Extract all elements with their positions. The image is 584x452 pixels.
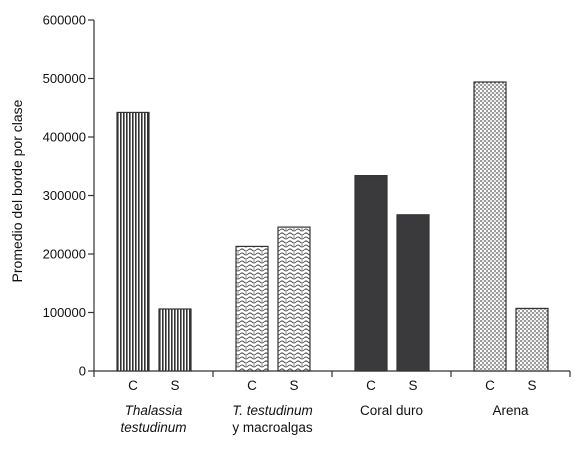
y-tick-label: 500000 — [43, 71, 86, 86]
x-category-label: S — [527, 378, 536, 393]
group-labels: Thalassia testudinum T. testudinum y macroa… — [120, 403, 529, 435]
x-category-label: C — [128, 378, 138, 393]
bar — [116, 111, 150, 372]
bar — [515, 307, 549, 372]
y-ticks: 0 100000 200000 300000 400000 500000 600000 — [43, 13, 94, 379]
y-tick-label: 600000 — [43, 13, 86, 28]
y-axis-title: Promedio del borde por clase — [9, 99, 25, 282]
group-label: Thalassia — [125, 403, 183, 418]
x-category-label: S — [170, 378, 179, 393]
x-category-label: C — [485, 378, 495, 393]
bar — [473, 81, 507, 372]
group-label: y macroalgas — [232, 420, 313, 435]
y-tick-label: 100000 — [43, 305, 86, 320]
y-tick-label: 200000 — [43, 247, 86, 262]
x-category-label: C — [247, 378, 257, 393]
y-tick-label: 300000 — [43, 188, 86, 203]
bars — [116, 81, 549, 372]
x-category-label: S — [289, 378, 298, 393]
y-tick-label: 0 — [79, 364, 86, 379]
bar — [158, 308, 192, 372]
y-tick-label: 400000 — [43, 130, 86, 145]
group-label: T. testudinum — [232, 403, 313, 418]
bar — [354, 175, 388, 372]
bar — [235, 245, 269, 372]
x-category-label: C — [366, 378, 376, 393]
group-label: Arena — [492, 403, 529, 418]
bar — [277, 226, 311, 372]
group-label: Coral duro — [360, 403, 423, 418]
bar — [396, 214, 430, 372]
x-category-label: S — [408, 378, 417, 393]
group-label: testudinum — [120, 420, 186, 435]
